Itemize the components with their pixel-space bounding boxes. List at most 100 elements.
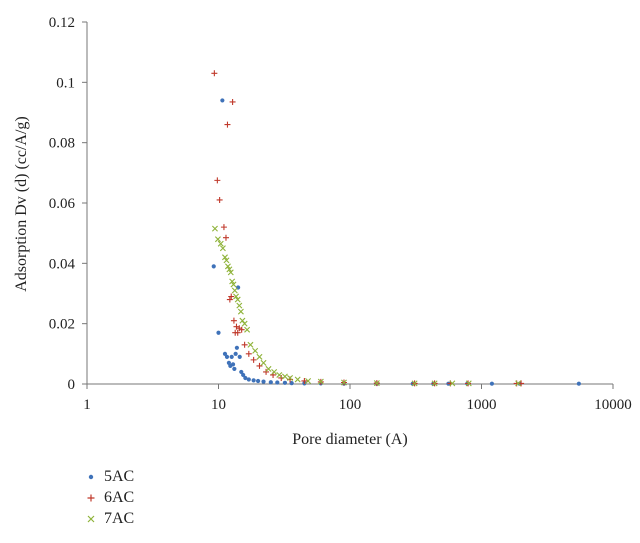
y-tick-label: 0 (68, 377, 76, 393)
data-point (237, 308, 244, 315)
data-point (251, 378, 256, 383)
data-point (230, 362, 236, 367)
data-point (289, 380, 294, 386)
data-point (224, 121, 231, 128)
data-point (228, 293, 235, 300)
data-point (229, 354, 234, 359)
data-point (216, 196, 223, 203)
data-point (268, 380, 273, 385)
legend-marker-dot-icon (82, 468, 100, 486)
x-tick-label: 100 (339, 397, 362, 413)
data-point (261, 379, 266, 384)
data-point (515, 380, 522, 387)
data-point (246, 377, 251, 382)
data-point (223, 257, 230, 264)
data-point (241, 320, 248, 327)
data-point (275, 380, 280, 385)
series-layer (211, 70, 581, 387)
data-point (233, 323, 240, 330)
data-point (281, 373, 288, 380)
data-point (252, 347, 259, 354)
data-point (222, 234, 229, 241)
data-point (449, 380, 456, 387)
data-point (229, 278, 236, 285)
data-point (227, 269, 234, 276)
data-point (247, 341, 254, 348)
data-point (282, 380, 288, 385)
data-point (256, 353, 263, 360)
data-point (230, 317, 237, 324)
data-point (239, 369, 244, 375)
legend-item-5ac: 5AC (82, 466, 134, 487)
data-point (256, 362, 263, 369)
data-point (317, 378, 324, 385)
data-point (245, 350, 252, 357)
data-point (226, 266, 233, 273)
data-point (237, 354, 242, 359)
data-point (234, 296, 241, 303)
data-point (234, 329, 241, 336)
series-6ac (211, 70, 525, 387)
data-point (271, 368, 278, 375)
data-point (219, 245, 226, 252)
data-point (373, 380, 380, 387)
data-point (301, 377, 308, 384)
data-point (241, 372, 246, 378)
data-point (232, 366, 237, 372)
data-point (222, 351, 228, 356)
data-point (411, 380, 418, 387)
data-point (211, 225, 218, 232)
legend-marker-x-icon (82, 510, 100, 528)
data-point (263, 368, 270, 375)
x-tick-label: 1 (83, 397, 91, 413)
x-axis-ticks: 1 10 100 1000 10000 (83, 384, 632, 413)
data-point (340, 379, 347, 386)
data-point (465, 380, 472, 387)
data-point (211, 264, 216, 269)
data-point (255, 378, 261, 384)
data-point (229, 98, 236, 105)
data-point (236, 302, 243, 309)
data-point (294, 376, 301, 383)
data-point (234, 345, 239, 350)
legend-marker-plus-icon (82, 489, 100, 507)
x-tick-label: 10 (211, 397, 226, 413)
y-axis-title: Adsorption Dv (d) (cc/A/g) (13, 116, 30, 292)
y-tick-label: 0.02 (49, 317, 75, 333)
data-point (265, 365, 272, 372)
data-point (220, 224, 227, 231)
data-point (250, 356, 257, 363)
legend-label: 7AC (104, 509, 135, 527)
y-tick-label: 0.1 (56, 75, 75, 91)
data-point (224, 263, 231, 270)
data-point (305, 377, 312, 384)
data-point (226, 296, 233, 303)
data-point (576, 381, 581, 386)
y-tick-label: 0.06 (49, 196, 76, 212)
legend-label: 5AC (104, 467, 135, 485)
y-tick-label: 0.12 (49, 15, 75, 31)
data-point (287, 374, 294, 381)
data-point (241, 341, 248, 348)
data-point (276, 371, 283, 378)
series-7ac (211, 225, 522, 387)
data-point (214, 236, 221, 243)
x-tick-label: 1000 (467, 397, 497, 413)
series-5ac (211, 98, 581, 386)
data-point (244, 326, 251, 333)
data-point (243, 375, 248, 381)
data-point (239, 317, 246, 324)
data-point (489, 381, 495, 386)
y-axis-ticks: 0 0.02 0.04 0.06 0.08 0.1 0.12 (49, 15, 87, 393)
legend: 5AC 6AC 7AC (82, 466, 134, 529)
scatter-chart: 1 10 100 1000 10000 0 0.02 0.04 0.06 0.08 0.1 0.12… (13, 15, 632, 448)
x-tick-label: 10000 (594, 397, 632, 413)
data-point (230, 281, 237, 288)
legend-item-6ac: 6AC (82, 487, 134, 508)
data-point (260, 359, 267, 366)
data-point (431, 380, 438, 387)
data-point (211, 70, 218, 77)
legend-item-7ac: 7AC (82, 508, 134, 529)
data-point (216, 330, 221, 335)
y-tick-label: 0.08 (49, 136, 75, 152)
